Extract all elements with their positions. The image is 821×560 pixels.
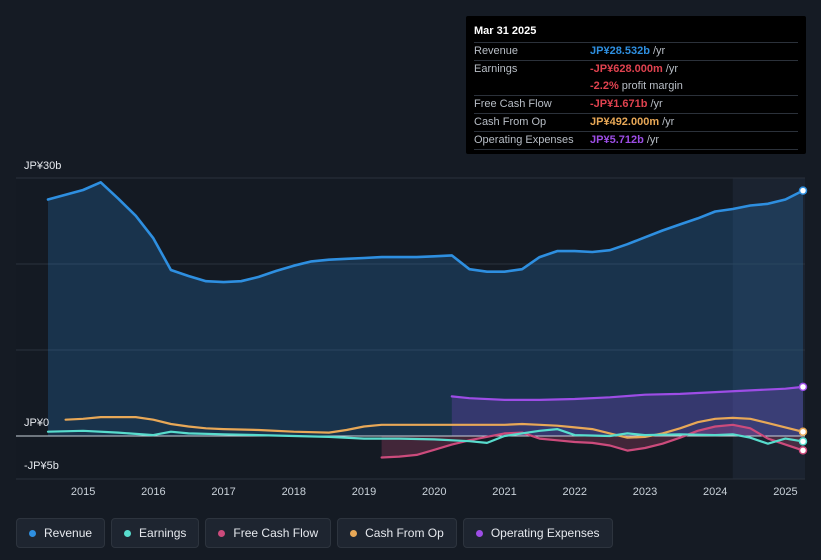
tooltip-row-revenue: Revenue JP¥28.532b /yr bbox=[474, 43, 798, 61]
tooltip-row-free-cash-flow: Free Cash Flow -JP¥1.671b /yr bbox=[474, 96, 798, 114]
free-cash-flow-end-marker bbox=[798, 446, 808, 455]
earnings-line bbox=[46, 428, 805, 445]
tooltip-label: Free Cash Flow bbox=[474, 98, 552, 110]
tooltip-value: -JP¥628.000m bbox=[590, 63, 663, 75]
legend-label: Cash From Op bbox=[365, 526, 444, 540]
cash-from-op-end-marker bbox=[798, 427, 808, 437]
tooltip-unit: /yr bbox=[662, 116, 675, 128]
tooltip-unit: /yr bbox=[650, 98, 663, 110]
tooltip-value: -JP¥1.671b bbox=[590, 98, 648, 110]
y-tick-label-30b: JP¥30b bbox=[24, 160, 62, 172]
tooltip-value: JP¥492.000m bbox=[590, 116, 660, 128]
x-tick-label: 2016 bbox=[141, 486, 165, 498]
operating-expenses-end-marker bbox=[798, 382, 808, 392]
y-tick-label-neg5b: -JP¥5b bbox=[24, 460, 59, 472]
tooltip-row-earnings: Earnings -JP¥628.000m /yr bbox=[474, 61, 798, 78]
tooltip-date: Mar 31 2025 bbox=[474, 24, 798, 43]
tooltip-label: Cash From Op bbox=[474, 116, 547, 128]
x-tick-label: 2021 bbox=[492, 486, 516, 498]
earnings-dot-icon bbox=[124, 529, 132, 537]
tooltip-unit: /yr bbox=[652, 45, 666, 57]
free-cash-flow-line bbox=[380, 423, 805, 459]
x-tick-label: 2019 bbox=[352, 486, 376, 498]
tooltip-row-profit-margin: -2.2% profit margin bbox=[474, 78, 798, 96]
x-tick-label: 2023 bbox=[633, 486, 657, 498]
earnings-end-marker bbox=[798, 437, 808, 446]
revenue-dot-icon bbox=[29, 529, 36, 537]
tooltip-value: JP¥5.712b bbox=[590, 134, 644, 146]
legend-item-free-cash-flow[interactable]: Free Cash Flow bbox=[205, 518, 332, 548]
cash-from-op-dot-icon bbox=[350, 529, 358, 537]
tooltip-unit: /yr bbox=[646, 134, 660, 146]
tooltip-value: -2.2% bbox=[590, 80, 619, 92]
tooltip-label bbox=[474, 78, 590, 95]
legend-label: Free Cash Flow bbox=[233, 526, 319, 540]
tooltip-value: JP¥28.532b bbox=[590, 45, 650, 57]
legend-label: Earnings bbox=[139, 526, 187, 540]
tooltip-label: Revenue bbox=[474, 45, 519, 57]
y-tick-label-0: JP¥0 bbox=[24, 417, 50, 429]
legend-item-revenue[interactable]: Revenue bbox=[16, 518, 106, 548]
cash-from-op-line bbox=[64, 416, 805, 439]
x-tick-label: 2015 bbox=[71, 486, 95, 498]
revenue-end-marker bbox=[798, 186, 808, 195]
x-tick-label: 2022 bbox=[563, 486, 587, 498]
x-tick-label: 2020 bbox=[422, 486, 446, 498]
operating-expenses-dot-icon bbox=[475, 529, 483, 537]
legend-item-operating-expenses[interactable]: Operating Expenses bbox=[462, 518, 613, 548]
revenue-area bbox=[48, 182, 803, 436]
legend: Revenue Earnings Free Cash Flow Cash Fro… bbox=[16, 518, 613, 548]
x-tick-label: 2018 bbox=[282, 486, 306, 498]
legend-item-cash-from-op[interactable]: Cash From Op bbox=[337, 518, 457, 548]
operating-expenses-line bbox=[450, 385, 805, 401]
legend-item-earnings[interactable]: Earnings bbox=[111, 518, 200, 548]
free-cash-flow-dot-icon bbox=[218, 529, 226, 537]
tooltip-row-operating-expenses: Operating Expenses JP¥5.712b /yr bbox=[474, 132, 798, 150]
x-tick-label: 2024 bbox=[703, 486, 727, 498]
tooltip-label: Earnings bbox=[474, 63, 518, 75]
tooltip-unit: /yr bbox=[665, 63, 679, 75]
legend-label: Revenue bbox=[44, 526, 93, 540]
revenue-line bbox=[46, 181, 805, 284]
tooltip-panel: Mar 31 2025 Revenue JP¥28.532b /yr Earni… bbox=[466, 16, 806, 154]
x-tick-label: 2025 bbox=[773, 486, 797, 498]
legend-label: Operating Expenses bbox=[490, 526, 600, 540]
free-cash-flow-area bbox=[381, 424, 803, 458]
tooltip-label: Operating Expenses bbox=[474, 134, 574, 146]
x-tick-label: 2017 bbox=[211, 486, 235, 498]
tooltip-row-cash-from-op: Cash From Op JP¥492.000m /yr bbox=[474, 114, 798, 132]
tooltip-unit: profit margin bbox=[621, 80, 683, 92]
plot-background bbox=[16, 178, 805, 479]
